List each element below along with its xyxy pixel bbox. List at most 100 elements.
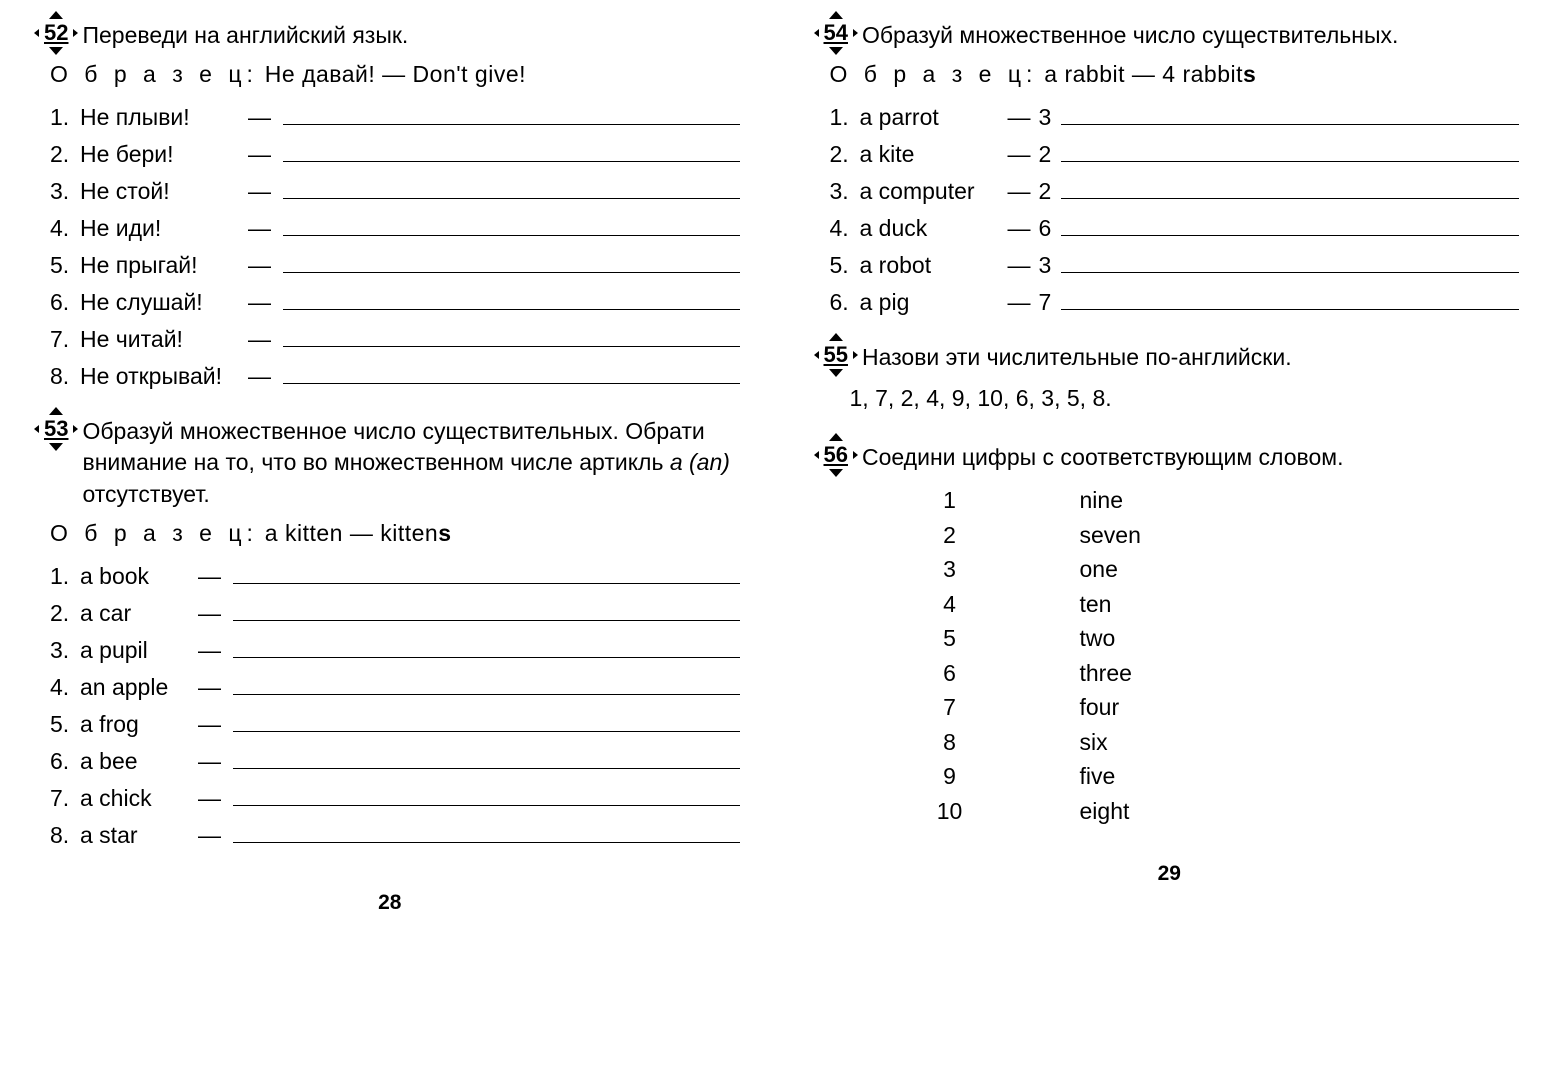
match-row: 7four <box>820 690 1520 725</box>
exercise-header: 53 Образуй множественное число существит… <box>40 416 740 509</box>
sample-label: О б р а з е ц: <box>830 61 1038 87</box>
dash: — <box>198 598 221 629</box>
item-count: 3 <box>1039 250 1052 281</box>
item-text: Не читай! <box>80 324 240 355</box>
match-table: 1nine2seven3one4ten5two6three7four8six9f… <box>820 483 1520 828</box>
item-number: 4. <box>50 213 80 244</box>
answer-blank[interactable] <box>283 361 740 384</box>
answer-blank[interactable] <box>283 250 740 273</box>
item-text: Не стой! <box>80 176 240 207</box>
list-item: 4.an apple— <box>50 672 740 703</box>
answer-blank[interactable] <box>283 213 740 236</box>
sample-text: Не давай! — Don't give! <box>265 61 526 87</box>
item-number: 1. <box>830 102 860 133</box>
match-row: 10eight <box>820 794 1520 829</box>
list-item: 3.Не стой!— <box>50 176 740 207</box>
list-item: 2.a kite—2 <box>830 139 1520 170</box>
answer-blank[interactable] <box>233 783 740 806</box>
answer-blank[interactable] <box>233 746 740 769</box>
item-text: a parrot <box>860 102 1000 133</box>
exercise-header: 55 Назови эти числительные по-английски. <box>820 342 1520 373</box>
item-text: Не бери! <box>80 139 240 170</box>
match-row: 8six <box>820 725 1520 760</box>
item-number: 2. <box>50 598 80 629</box>
dash: — <box>248 287 271 318</box>
list-item: 2.a car— <box>50 598 740 629</box>
item-number: 6. <box>830 287 860 318</box>
match-number: 1 <box>820 483 1080 518</box>
exercise-number: 56 <box>824 442 848 468</box>
item-text: a bee <box>80 746 190 777</box>
answer-blank[interactable] <box>283 102 740 125</box>
list-item: 5.a robot—3 <box>830 250 1520 281</box>
dash: — <box>248 250 271 281</box>
exercise-header: 54 Образуй множественное число существит… <box>820 20 1520 51</box>
match-number: 5 <box>820 621 1080 656</box>
match-row: 9five <box>820 759 1520 794</box>
item-text: Не плыви! <box>80 102 240 133</box>
match-word: four <box>1080 690 1300 725</box>
dash: — <box>198 635 221 666</box>
instr-part-a: Образуй множественное число существитель… <box>82 418 704 475</box>
exercise-number: 55 <box>824 342 848 368</box>
exercise-header: 56 Соедини цифры с соответствующим слово… <box>820 442 1520 473</box>
match-word: seven <box>1080 518 1300 553</box>
item-number: 3. <box>50 635 80 666</box>
answer-blank[interactable] <box>233 672 740 695</box>
answer-blank[interactable] <box>1061 213 1519 236</box>
item-number: 5. <box>830 250 860 281</box>
sample-bold-s: s <box>1243 61 1256 87</box>
dash: — <box>1008 176 1031 207</box>
match-word: six <box>1080 725 1300 760</box>
match-row: 1nine <box>820 483 1520 518</box>
dash: — <box>248 176 271 207</box>
list-item: 5.Не прыгай!— <box>50 250 740 281</box>
list-item: 4.Не иди!— <box>50 213 740 244</box>
answer-blank[interactable] <box>233 820 740 843</box>
answer-blank[interactable] <box>283 139 740 162</box>
item-text: an apple <box>80 672 190 703</box>
answer-blank[interactable] <box>233 598 740 621</box>
answer-blank[interactable] <box>1061 287 1519 310</box>
list-item: 2.Не бери!— <box>50 139 740 170</box>
item-text: a pig <box>860 287 1000 318</box>
dash: — <box>1008 139 1031 170</box>
exercise-instruction: Переведи на английский язык. <box>78 20 408 51</box>
answer-blank[interactable] <box>233 635 740 658</box>
item-number: 5. <box>50 250 80 281</box>
answer-blank[interactable] <box>283 324 740 347</box>
item-count: 3 <box>1039 102 1052 133</box>
answer-blank[interactable] <box>1061 176 1519 199</box>
answer-blank[interactable] <box>283 176 740 199</box>
answer-blank[interactable] <box>1061 139 1519 162</box>
dash: — <box>198 783 221 814</box>
answer-blank[interactable] <box>1061 102 1519 125</box>
dash: — <box>248 213 271 244</box>
item-count: 7 <box>1039 287 1052 318</box>
answer-blank[interactable] <box>1061 250 1519 273</box>
item-text: a kite <box>860 139 1000 170</box>
item-text: a frog <box>80 709 190 740</box>
instr-part-c: отсутствует. <box>82 481 209 507</box>
match-word: two <box>1080 621 1300 656</box>
sample-label: О б р а з е ц: <box>50 61 258 87</box>
exercise-56: 56 Соедини цифры с соответствующим слово… <box>820 442 1520 828</box>
exercise-54: 54 Образуй множественное число существит… <box>820 20 1520 324</box>
answer-blank[interactable] <box>283 287 740 310</box>
answer-blank[interactable] <box>233 709 740 732</box>
page-right: 54 Образуй множественное число существит… <box>820 20 1520 915</box>
answer-blank[interactable] <box>233 561 740 584</box>
list-item: 1.a parrot—3 <box>830 102 1520 133</box>
item-text: a pupil <box>80 635 190 666</box>
list-item: 3.a computer—2 <box>830 176 1520 207</box>
page-number-left: 28 <box>40 891 740 915</box>
item-number: 2. <box>830 139 860 170</box>
match-number: 9 <box>820 759 1080 794</box>
item-number: 5. <box>50 709 80 740</box>
list-item: 8.Не открывай!— <box>50 361 740 392</box>
instr-part-italic: a (an) <box>670 449 730 475</box>
match-number: 3 <box>820 552 1080 587</box>
dash: — <box>248 361 271 392</box>
dash: — <box>248 324 271 355</box>
item-text: a chick <box>80 783 190 814</box>
